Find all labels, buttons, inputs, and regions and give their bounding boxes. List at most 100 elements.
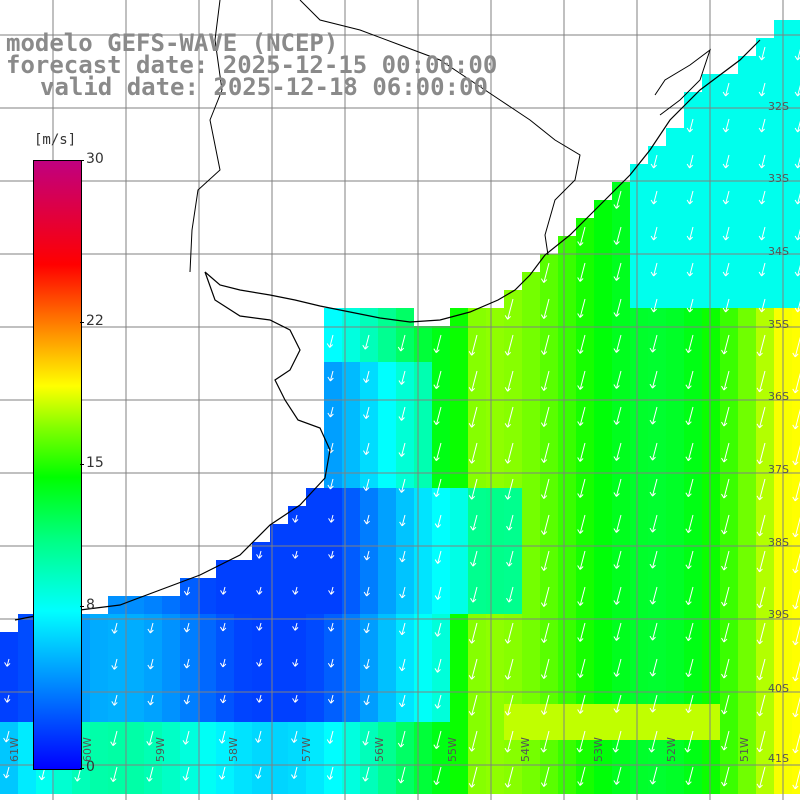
wind-speed-cell (684, 344, 702, 362)
wind-speed-cell (486, 434, 504, 452)
wind-speed-cell (792, 542, 800, 560)
wind-speed-cell (756, 380, 774, 398)
latitude-label: 33S (768, 172, 789, 185)
wind-speed-cell (234, 596, 252, 614)
wind-speed-cell (738, 614, 756, 632)
wind-speed-cell (522, 560, 540, 578)
wind-speed-cell (522, 434, 540, 452)
wind-speed-cell (396, 344, 414, 362)
wind-speed-cell (576, 704, 594, 722)
wind-speed-cell (198, 614, 216, 632)
wind-speed-cell (414, 776, 432, 794)
wind-speed-cell (630, 380, 648, 398)
wind-speed-cell (612, 344, 630, 362)
wind-speed-cell (576, 236, 594, 254)
wind-speed-cell (90, 704, 108, 722)
wind-speed-cell (630, 182, 648, 200)
wind-speed-cell (684, 92, 702, 110)
wind-speed-cell (306, 542, 324, 560)
wind-arrow (722, 154, 730, 169)
wind-speed-cell (540, 524, 558, 542)
wind-speed-cell (324, 416, 342, 434)
wind-speed-cell (378, 776, 396, 794)
wind-speed-cell (720, 452, 738, 470)
wind-arrow (111, 622, 118, 634)
wind-arrow (613, 550, 622, 569)
wind-arrow (326, 766, 334, 780)
wind-speed-cell (630, 434, 648, 452)
wind-speed-cell (414, 632, 432, 650)
wind-arrow (649, 694, 658, 713)
wind-speed-cell (666, 740, 684, 758)
wind-speed-cell (594, 434, 612, 452)
wind-speed-cell (702, 200, 720, 218)
wind-speed-cell (666, 290, 684, 308)
wind-speed-cell (684, 560, 702, 578)
wind-speed-cell (666, 632, 684, 650)
latitude-label: 37S (768, 463, 789, 476)
wind-arrow (433, 370, 442, 390)
wind-speed-cell (756, 308, 774, 326)
wind-speed-cell (306, 740, 324, 758)
wind-speed-cell (630, 686, 648, 704)
wind-speed-cell (630, 236, 648, 254)
wind-speed-cell (432, 524, 450, 542)
wind-arrow (540, 766, 550, 787)
wind-speed-cell (504, 308, 522, 326)
wind-arrow (504, 370, 514, 392)
wind-arrow (504, 442, 514, 464)
wind-speed-cell (738, 542, 756, 560)
wind-speed-cell (792, 92, 800, 110)
wind-arrow (468, 370, 478, 392)
wind-speed-cell (378, 740, 396, 758)
wind-speed-cell (594, 326, 612, 344)
wind-speed-cell (324, 668, 342, 686)
wind-speed-cell (738, 56, 756, 74)
wind-speed-cell (18, 632, 36, 650)
wind-speed-cell (234, 578, 252, 596)
wind-speed-cell (414, 398, 432, 416)
wind-speed-cell (792, 74, 800, 92)
wind-speed-cell (594, 776, 612, 794)
wind-speed-cell (234, 614, 252, 632)
wind-speed-cell (342, 488, 360, 506)
wind-speed-cell (612, 560, 630, 578)
wind-speed-cell (540, 560, 558, 578)
wind-speed-cell (450, 362, 468, 380)
wind-speed-cell (756, 128, 774, 146)
wind-speed-cell (414, 704, 432, 722)
wind-speed-cell (450, 722, 468, 740)
wind-speed-cell (666, 542, 684, 560)
wind-speed-cell (594, 614, 612, 632)
wind-arrow (613, 298, 622, 317)
wind-speed-cell (18, 704, 36, 722)
wind-arrow (613, 478, 622, 497)
wind-speed-cell (666, 398, 684, 416)
wind-speed-cell (450, 560, 468, 578)
wind-arrow (577, 514, 586, 534)
wind-speed-cell (738, 128, 756, 146)
wind-arrow (183, 586, 191, 596)
wind-speed-cell (594, 596, 612, 614)
wind-arrow (399, 550, 406, 563)
wind-speed-cell (738, 236, 756, 254)
wind-speed-cell (234, 632, 252, 650)
wind-speed-cell (414, 452, 432, 470)
wind-speed-cell (324, 632, 342, 650)
wind-speed-cell (378, 470, 396, 488)
wind-speed-cell (594, 254, 612, 272)
wind-speed-cell (396, 488, 414, 506)
wind-speed-cell (594, 506, 612, 524)
wind-speed-cell (378, 434, 396, 452)
wind-arrow (540, 622, 550, 643)
wind-speed-cell (234, 740, 252, 758)
wind-speed-cell (738, 488, 756, 506)
coastline (14, 0, 761, 621)
wind-arrow (255, 766, 262, 779)
wind-speed-cell (738, 740, 756, 758)
wind-arrow (756, 730, 766, 753)
wind-speed-cell (702, 650, 720, 668)
wind-speed-cell (702, 416, 720, 434)
wind-speed-cell (792, 290, 800, 308)
wind-speed-cell (360, 524, 378, 542)
